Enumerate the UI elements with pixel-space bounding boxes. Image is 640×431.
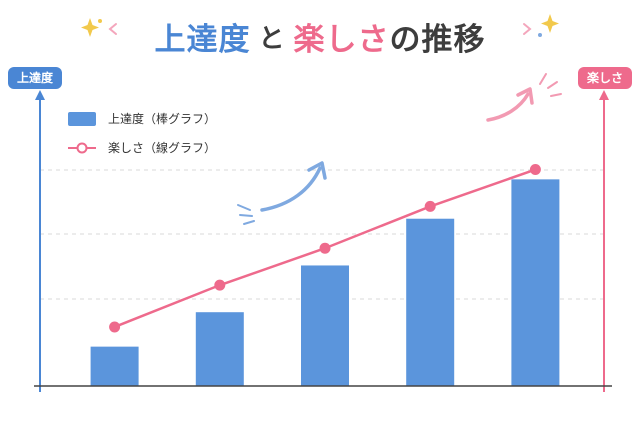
title-part-2: と [258,23,286,54]
axes [34,90,612,392]
legend-item-bar: 上達度（棒グラフ） [68,110,216,127]
legend-line-swatch [68,142,96,153]
line-point [319,242,331,254]
right-axis-arrow [599,90,609,100]
line-point [214,279,226,291]
title-part-3: 楽しさ [293,21,390,58]
bar [90,346,139,386]
bar [301,265,349,386]
title-part-1: 上達度 [154,21,251,58]
left-axis-label: 上達度 [8,67,63,89]
bar [406,218,455,386]
chart-title: 上達度 と 楽しさ の推移 [0,10,640,62]
legend-line-label: 楽しさ（線グラフ） [108,141,217,155]
right-axis-label: 楽しさ [577,67,632,89]
sparkle-left-icon [81,18,117,37]
legend-bar-swatch [68,111,96,126]
legend-bar-label: 上達度（棒グラフ） [108,112,217,126]
bar [195,312,244,386]
left-axis-arrow [35,90,45,100]
line-series [109,164,541,333]
decor-up-arrow-pink [486,73,562,122]
bar-series [90,179,560,386]
decor-up-arrow-blue [237,161,327,225]
line-point [529,164,541,176]
legend-item-line: 楽しさ（線グラフ） [68,139,216,156]
bar [511,179,560,386]
line-point [424,200,436,212]
sparkle-right-icon [523,14,559,37]
title-part-4: の推移 [389,21,486,58]
line-point [109,321,121,333]
